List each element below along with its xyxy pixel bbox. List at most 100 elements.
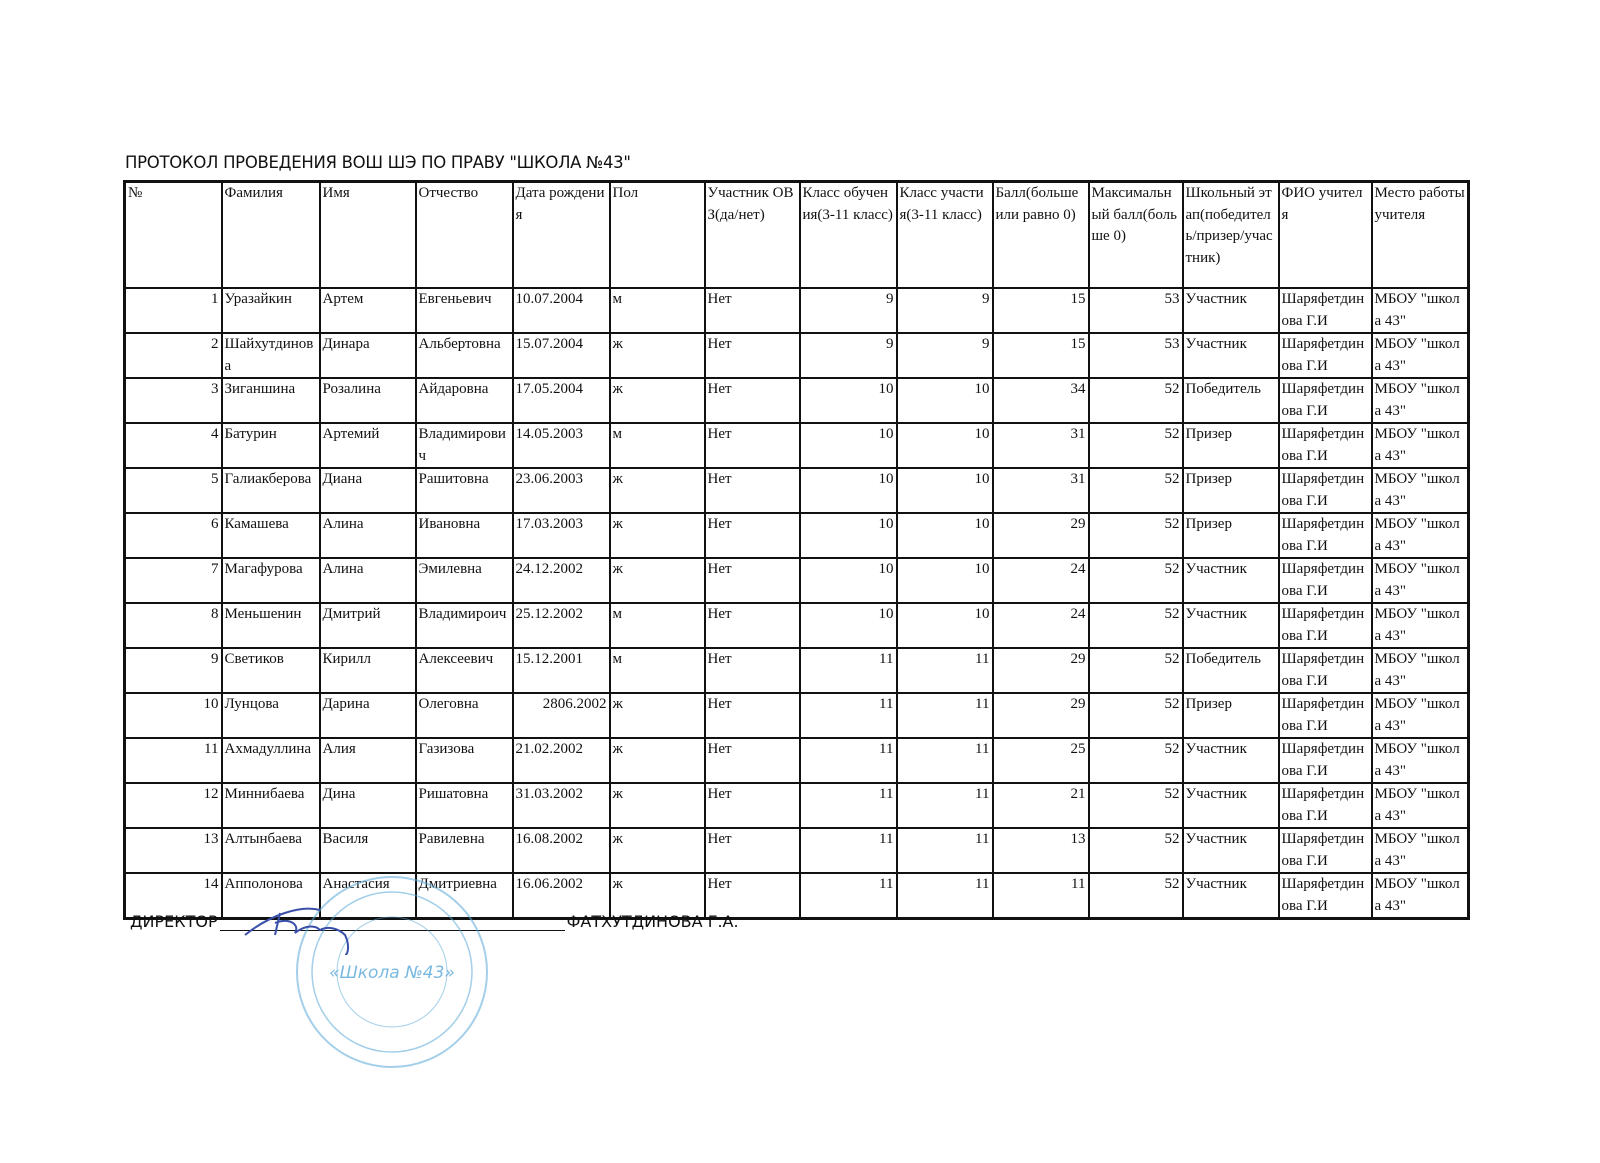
- table-cell: МБОУ "школа 43": [1370, 512, 1470, 559]
- table-cell: Шаряфетдинова Г.И: [1277, 377, 1373, 424]
- table-cell: Нет: [703, 467, 801, 514]
- table-cell: 52: [1087, 737, 1184, 784]
- table-cell: 53: [1087, 287, 1184, 334]
- table-cell: ж: [608, 467, 706, 514]
- table-cell: 10: [798, 557, 898, 604]
- table-cell: Миннибаева: [220, 782, 321, 829]
- table-row: 3 Зиганшина Розалина Айдаровна 17.05.2004 ж Не…: [123, 377, 1470, 424]
- table-cell: 21: [991, 782, 1090, 829]
- table-cell: Шаряфетдинова Г.И: [1277, 782, 1373, 829]
- table-cell: Участник: [1181, 332, 1280, 379]
- table-cell: МБОУ "школа 43": [1370, 827, 1470, 874]
- school-stamp: «Школа №43»: [296, 876, 488, 1068]
- table-cell: Участник: [1181, 287, 1280, 334]
- table-cell: Шаряфетдинова Г.И: [1277, 872, 1373, 920]
- table-cell: Нет: [703, 557, 801, 604]
- table-cell: 10: [798, 512, 898, 559]
- signature: [244, 907, 349, 955]
- table-cell: Нет: [703, 692, 801, 739]
- table-cell: 11: [798, 782, 898, 829]
- table-cell: 52: [1087, 692, 1184, 739]
- table-cell: Ришатовна: [414, 782, 514, 829]
- table-cell: 11: [895, 647, 994, 694]
- table-row: 9 Светиков Кирилл Алексеевич 15.12.2001 м Нет 1…: [123, 647, 1470, 694]
- table-cell: ж: [608, 692, 706, 739]
- table-cell: 10: [798, 602, 898, 649]
- table-row: 13 Алтынбаева Василя Равилевна 16.08.2002 ж Не…: [123, 827, 1470, 874]
- table-cell: 9: [895, 332, 994, 379]
- table-cell: 10: [895, 467, 994, 514]
- table-cell: МБОУ "школа 43": [1370, 422, 1470, 469]
- table-row: 11 Ахмадуллина Алия Газизова 21.02.2002 ж Нет 1…: [123, 737, 1470, 784]
- table-cell: 10: [798, 467, 898, 514]
- table-cell: Участник: [1181, 737, 1280, 784]
- table-cell: 15: [991, 332, 1090, 379]
- table-cell: Нет: [703, 782, 801, 829]
- table-cell: Ивановна: [414, 512, 514, 559]
- table-cell: 52: [1087, 647, 1184, 694]
- table-cell: Владимирович: [414, 422, 514, 469]
- table-cell: МБОУ "школа 43": [1370, 557, 1470, 604]
- table-cell: 15.07.2004: [511, 332, 611, 379]
- table-cell: 52: [1087, 512, 1184, 559]
- table-cell: 10: [123, 692, 223, 739]
- table-cell: 10: [895, 422, 994, 469]
- table-row: 1 Уразайкин Артем Евгеньевич 10.07.2004 м Нет 9…: [123, 287, 1470, 334]
- table-row: 2 Шайхутдинова Динара Альбертовна 15.07.2004…: [123, 332, 1470, 379]
- table-cell: Владимироич: [414, 602, 514, 649]
- table-cell: Динара: [318, 332, 417, 379]
- column-header: Отчество: [414, 180, 514, 289]
- table-cell: Призер: [1181, 512, 1280, 559]
- table-cell: 7: [123, 557, 223, 604]
- table-cell: м: [608, 647, 706, 694]
- table-cell: 12: [123, 782, 223, 829]
- table-row: 5 Галиакберова Диана Рашитовна 23.06.2003 ж Не…: [123, 467, 1470, 514]
- table-cell: 14.05.2003: [511, 422, 611, 469]
- table-cell: Участник: [1181, 827, 1280, 874]
- table-cell: ж: [608, 512, 706, 559]
- table-cell: 52: [1087, 467, 1184, 514]
- table-cell: МБОУ "школа 43": [1370, 647, 1470, 694]
- table-cell: м: [608, 602, 706, 649]
- table-cell: Магафурова: [220, 557, 321, 604]
- table-cell: 16.08.2002: [511, 827, 611, 874]
- column-header: Дата рождения: [511, 180, 611, 289]
- table-cell: 6: [123, 512, 223, 559]
- table-cell: Василя: [318, 827, 417, 874]
- table-cell: Дарина: [318, 692, 417, 739]
- table-row: 6 Камашева Алина Ивановна 17.03.2003 ж Нет 10 10…: [123, 512, 1470, 559]
- column-header: Фамилия: [220, 180, 321, 289]
- table-cell: 5: [123, 467, 223, 514]
- table-cell: 16.06.2002: [511, 872, 611, 920]
- table-cell: 25.12.2002: [511, 602, 611, 649]
- table-cell: 1: [123, 287, 223, 334]
- table-cell: 34: [991, 377, 1090, 424]
- table-cell: МБОУ "школа 43": [1370, 332, 1470, 379]
- table-cell: Рашитовна: [414, 467, 514, 514]
- table-cell: 10.07.2004: [511, 287, 611, 334]
- table-cell: Евгеньевич: [414, 287, 514, 334]
- table-cell: Шаряфетдинова Г.И: [1277, 422, 1373, 469]
- column-header: Школьный этап(победитель/призер/участник…: [1181, 180, 1280, 289]
- table-cell: Шаряфетдинова Г.И: [1277, 692, 1373, 739]
- table-cell: ж: [608, 782, 706, 829]
- table-row: 4 Батурин Артемий Владимирович 14.05.2003 м Не…: [123, 422, 1470, 469]
- table-cell: Эмилевна: [414, 557, 514, 604]
- table-cell: Шаряфетдинова Г.И: [1277, 287, 1373, 334]
- table-cell: Диана: [318, 467, 417, 514]
- table-cell: 24: [991, 602, 1090, 649]
- table-cell: Нет: [703, 422, 801, 469]
- table-cell: 52: [1087, 782, 1184, 829]
- table-cell: 52: [1087, 827, 1184, 874]
- table-cell: МБОУ "школа 43": [1370, 377, 1470, 424]
- table-cell: Дмитрий: [318, 602, 417, 649]
- table-cell: Победитель: [1181, 377, 1280, 424]
- table-cell: Участник: [1181, 557, 1280, 604]
- table-cell: 31: [991, 467, 1090, 514]
- table-cell: Шайхутдинова: [220, 332, 321, 379]
- column-header: Участник ОВЗ(да/нет): [703, 180, 801, 289]
- table-cell: 2806.2002: [511, 692, 611, 739]
- table-cell: Алина: [318, 512, 417, 559]
- table-cell: 17.05.2004: [511, 377, 611, 424]
- table-cell: 11: [895, 692, 994, 739]
